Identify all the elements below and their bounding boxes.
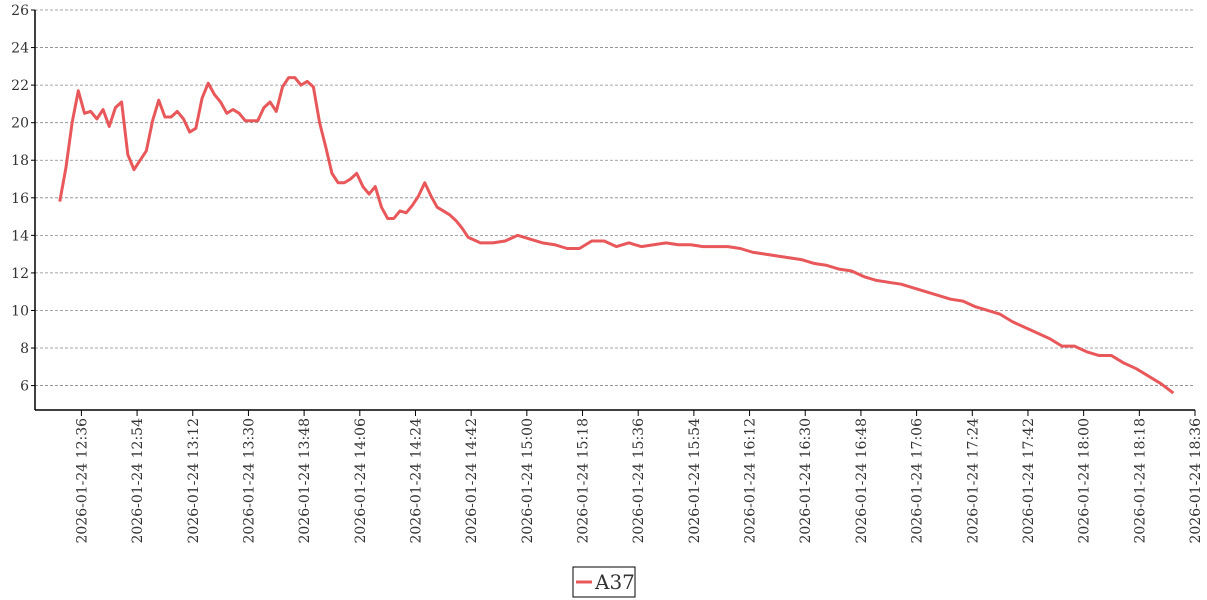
x-tick-label: 2026-01-24 12:36	[74, 418, 90, 544]
x-tick-label: 2026-01-24 16:12	[743, 418, 759, 544]
x-tick-label: 2026-01-24 15:18	[576, 418, 592, 544]
x-tick-label: 2026-01-24 16:30	[798, 418, 814, 544]
x-tick-label: 2026-01-24 16:48	[854, 418, 870, 544]
y-tick-label: 12	[11, 266, 29, 282]
data-line	[58, 76, 1175, 395]
x-tick-label: 2026-01-24 14:24	[408, 418, 424, 544]
x-tick-label: 2026-01-24 14:42	[464, 418, 480, 544]
x-tick-label: 2026-01-24 13:30	[241, 418, 257, 544]
y-tick-label: 22	[11, 78, 29, 94]
x-tick-label: 2026-01-24 14:06	[353, 418, 369, 544]
x-tick-label: 2026-01-24 15:54	[687, 418, 703, 544]
x-tick-label: 2026-01-24 13:12	[186, 418, 202, 544]
legend: A37	[572, 566, 636, 598]
y-tick-label: 18	[11, 153, 29, 169]
x-tick-label: 2026-01-24 17:42	[1021, 418, 1037, 544]
y-tick-label: 24	[11, 41, 29, 57]
y-tick-label: 26	[11, 3, 29, 19]
x-tick-label: 2026-01-24 13:48	[297, 418, 313, 544]
y-tick-label: 20	[11, 116, 29, 132]
x-tick-label: 2026-01-24 12:54	[130, 418, 146, 544]
y-tick-label: 8	[20, 341, 29, 357]
x-tick-label: 2026-01-24 15:00	[520, 418, 536, 544]
y-tick-label: 10	[11, 303, 29, 319]
y-tick-label: 14	[11, 228, 29, 244]
x-tick-label: 2026-01-24 17:24	[965, 418, 981, 544]
y-tick-label: 6	[20, 379, 29, 395]
x-tick-label: 2026-01-24 15:36	[631, 418, 647, 544]
x-tick-label: 2026-01-24 18:36	[1188, 418, 1204, 544]
x-tick-label: 2026-01-24 18:18	[1132, 418, 1148, 544]
x-tick-label: 2026-01-24 18:00	[1077, 418, 1093, 544]
legend-label: A37	[594, 570, 635, 594]
y-tick-label: 16	[11, 191, 29, 207]
x-tick-label: 2026-01-24 17:06	[910, 418, 926, 544]
